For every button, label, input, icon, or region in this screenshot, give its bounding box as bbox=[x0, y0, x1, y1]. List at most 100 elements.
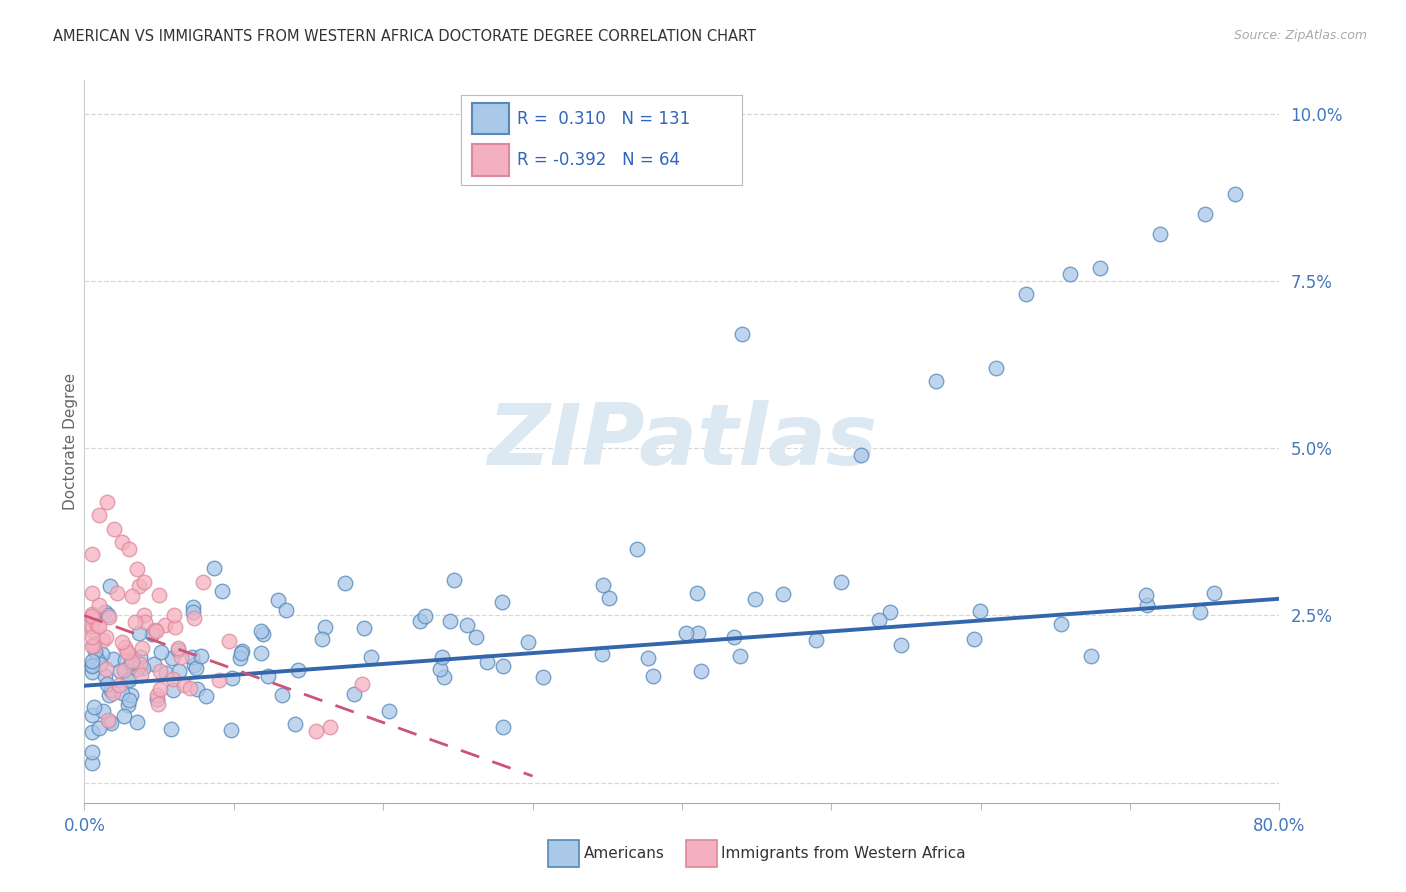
Point bbox=[112, 708, 135, 723]
Point bbox=[1202, 586, 1225, 600]
Point bbox=[723, 630, 745, 644]
Point bbox=[91, 647, 114, 661]
Point bbox=[87, 619, 110, 633]
Point bbox=[117, 672, 139, 686]
Point bbox=[190, 648, 212, 663]
Point bbox=[114, 653, 136, 667]
Point bbox=[413, 609, 436, 624]
Point bbox=[598, 591, 620, 605]
Y-axis label: Doctorate Degree: Doctorate Degree bbox=[63, 373, 77, 510]
Point bbox=[111, 534, 134, 549]
Point bbox=[80, 657, 103, 672]
Text: AMERICAN VS IMMIGRANTS FROM WESTERN AFRICA DOCTORATE DEGREE CORRELATION CHART: AMERICAN VS IMMIGRANTS FROM WESTERN AFRI… bbox=[53, 29, 756, 44]
Point bbox=[167, 641, 190, 656]
Point bbox=[82, 654, 104, 668]
Point bbox=[181, 605, 204, 619]
Point bbox=[879, 605, 901, 619]
Text: ZIPatlas: ZIPatlas bbox=[486, 400, 877, 483]
Point bbox=[80, 547, 103, 561]
Point bbox=[100, 579, 122, 593]
Point bbox=[592, 578, 614, 592]
Point bbox=[408, 615, 430, 629]
Point bbox=[91, 633, 114, 648]
Point bbox=[360, 650, 382, 665]
Point bbox=[80, 708, 103, 723]
Point bbox=[112, 663, 135, 677]
Point bbox=[311, 632, 333, 646]
Point bbox=[890, 638, 912, 652]
Point bbox=[146, 692, 169, 706]
Point bbox=[125, 562, 148, 576]
Point bbox=[141, 627, 163, 641]
Point bbox=[333, 576, 356, 591]
Point bbox=[183, 611, 205, 625]
Point bbox=[87, 599, 110, 613]
Point bbox=[1223, 187, 1246, 202]
Point bbox=[686, 625, 709, 640]
Point bbox=[83, 637, 105, 651]
Point bbox=[80, 619, 103, 633]
Point bbox=[984, 361, 1007, 376]
Point bbox=[87, 721, 110, 735]
Point bbox=[80, 612, 103, 626]
Point bbox=[1149, 227, 1171, 241]
Point bbox=[319, 719, 342, 733]
Point bbox=[257, 669, 280, 683]
Point bbox=[270, 688, 292, 702]
Point bbox=[94, 630, 117, 644]
Point bbox=[162, 672, 184, 686]
Point bbox=[153, 617, 176, 632]
Point bbox=[221, 671, 243, 685]
Point bbox=[183, 599, 205, 614]
Point bbox=[443, 573, 465, 587]
Point bbox=[97, 714, 120, 728]
Point bbox=[118, 693, 141, 707]
Point bbox=[114, 640, 136, 655]
Point bbox=[167, 664, 190, 678]
Point bbox=[851, 448, 873, 462]
Point bbox=[80, 745, 103, 759]
Point bbox=[80, 607, 103, 621]
Point bbox=[626, 541, 648, 556]
Point bbox=[250, 624, 273, 639]
Point bbox=[80, 630, 103, 644]
Point bbox=[80, 586, 103, 600]
Point bbox=[1049, 617, 1071, 632]
Point bbox=[1059, 268, 1081, 282]
Point bbox=[925, 375, 948, 389]
Point bbox=[91, 705, 114, 719]
Point bbox=[124, 615, 146, 629]
Point bbox=[830, 575, 852, 590]
Point bbox=[86, 617, 108, 632]
Point bbox=[1014, 287, 1036, 301]
Point bbox=[170, 650, 193, 665]
Point bbox=[103, 521, 125, 535]
Point bbox=[491, 595, 513, 609]
Point bbox=[685, 585, 707, 599]
Point bbox=[353, 621, 375, 635]
Point bbox=[690, 665, 713, 679]
Point bbox=[194, 690, 217, 704]
Point bbox=[128, 657, 150, 671]
Point bbox=[160, 650, 183, 665]
Point bbox=[117, 646, 139, 660]
Point bbox=[134, 615, 156, 629]
Point bbox=[121, 654, 143, 668]
Point bbox=[162, 682, 184, 697]
Point bbox=[314, 619, 336, 633]
Point bbox=[305, 724, 328, 739]
Point bbox=[728, 648, 751, 663]
Point bbox=[378, 705, 401, 719]
Point bbox=[86, 651, 108, 665]
Text: Americans: Americans bbox=[583, 847, 665, 861]
Point bbox=[115, 645, 138, 659]
Point bbox=[963, 632, 986, 646]
Point bbox=[127, 714, 149, 729]
Point bbox=[132, 574, 156, 589]
Point bbox=[155, 666, 177, 681]
Point bbox=[429, 662, 451, 676]
Point bbox=[287, 663, 309, 677]
Text: Source: ZipAtlas.com: Source: ZipAtlas.com bbox=[1233, 29, 1367, 42]
Point bbox=[84, 644, 107, 658]
Point bbox=[96, 676, 118, 690]
